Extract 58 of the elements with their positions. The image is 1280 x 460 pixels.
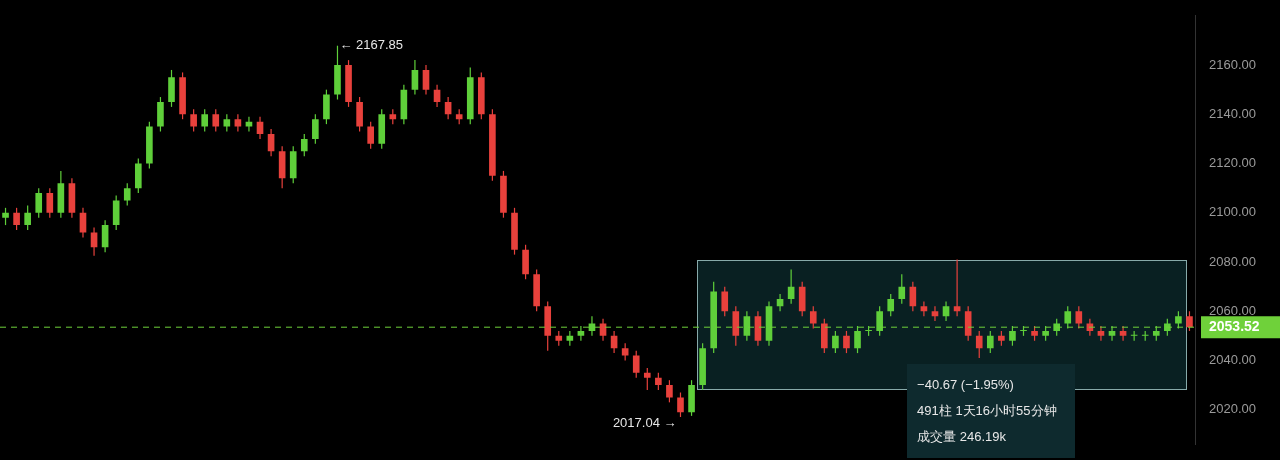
candlestick: [1186, 310, 1193, 332]
annotation: 2017.04 →: [612, 414, 677, 430]
candlestick: [234, 113, 242, 133]
candlestick: [887, 293, 895, 317]
y-tick-label: 2060.00: [1209, 302, 1256, 318]
candlestick: [743, 310, 751, 342]
annotation: 491柱 1天16小时55分钟: [917, 402, 1058, 420]
candlestick: [1009, 325, 1016, 347]
y-tick-label: 2020.00: [1209, 401, 1256, 417]
candlestick: [854, 325, 861, 354]
y-tick-label: 2160.00: [1209, 56, 1256, 72]
candlestick: [843, 330, 850, 354]
ref-line-label: 2053.52: [1209, 318, 1260, 335]
candlestick: [898, 273, 906, 305]
y-tick-label: 2080.00: [1209, 253, 1256, 269]
candlestick: [876, 305, 883, 337]
candlestick: [643, 367, 651, 391]
candlestick: [809, 305, 817, 330]
candlestick: [1097, 325, 1105, 342]
candlestick: [1064, 305, 1072, 330]
candlestick: [90, 226, 98, 257]
candlestick: [422, 64, 430, 96]
candlestick: [721, 286, 729, 317]
candlestick: [577, 325, 585, 342]
y-tick-label: 2100.00: [1209, 204, 1256, 220]
candlestick: [953, 258, 961, 317]
candlestick: [300, 133, 308, 157]
annotation: 成交量 246.19k: [917, 428, 1007, 446]
candlestick: [411, 59, 419, 96]
candlestick: [201, 108, 209, 133]
candlestick: [920, 300, 928, 317]
candlestick: [986, 330, 994, 354]
y-tick-label: 2040.00: [1209, 352, 1256, 368]
annotation: −40.67 (−1.95%): [917, 376, 1015, 394]
candlestick: [101, 219, 109, 253]
candlestick: [677, 391, 684, 418]
candlestick: [212, 108, 220, 133]
candlestick: [931, 305, 939, 322]
candlestick: [13, 207, 20, 231]
candlestick: [24, 204, 31, 231]
candlestick: [832, 330, 839, 354]
candlestick: [245, 116, 253, 133]
candlestick: [35, 187, 43, 219]
candlestick: [1075, 305, 1083, 330]
candlestick: [312, 113, 319, 145]
candlestick: [632, 350, 640, 379]
candlestick: [123, 182, 131, 206]
candlestick: [942, 300, 950, 322]
candlestick: [190, 108, 197, 133]
candlestick: [46, 187, 54, 219]
y-tick-label: 2140.00: [1209, 105, 1256, 121]
candlestick: [1119, 325, 1127, 342]
candlestick: [666, 379, 673, 403]
candlestick: [367, 121, 374, 150]
annotation: ← 2167.85: [339, 37, 404, 53]
candlestick: [975, 330, 983, 359]
y-tick-label: 2120.00: [1209, 155, 1256, 171]
candlestick: [1108, 325, 1116, 342]
